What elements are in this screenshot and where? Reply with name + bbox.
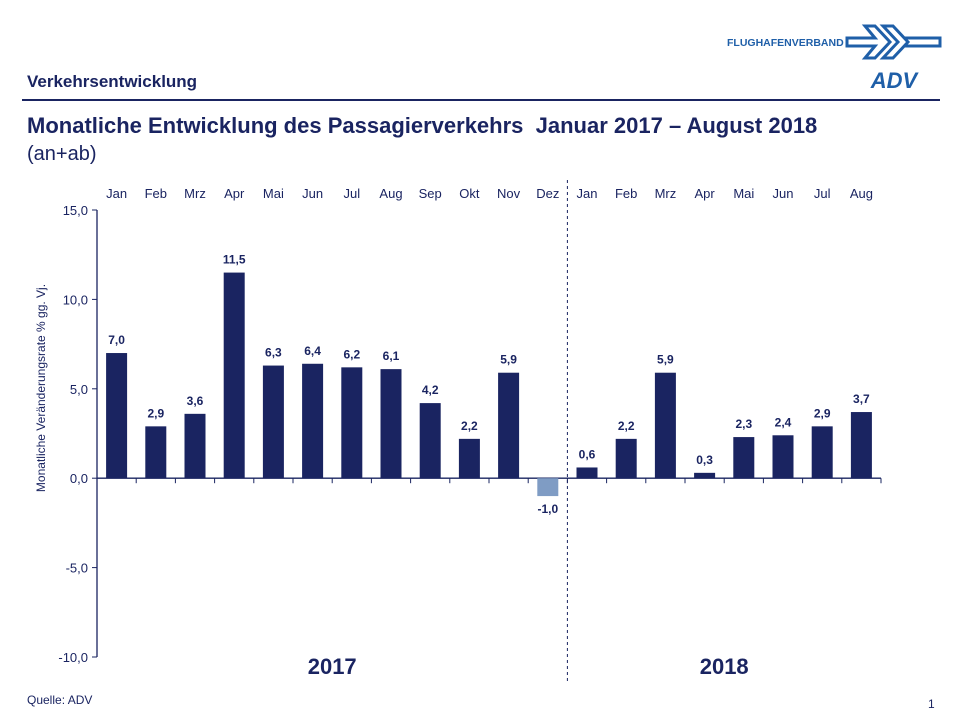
month-label: Jan	[577, 186, 598, 201]
bar	[694, 472, 716, 479]
header-divider	[22, 99, 940, 101]
data-label: 0,3	[696, 453, 713, 467]
data-label: 11,5	[223, 253, 246, 267]
month-label: Okt	[459, 186, 480, 201]
bar	[419, 403, 441, 479]
data-label: 3,6	[187, 394, 204, 408]
y-tick-label: 10,0	[63, 292, 88, 307]
bar	[184, 413, 206, 479]
logo-mark: ADV	[870, 68, 920, 90]
section-title: Verkehrsentwicklung	[27, 72, 198, 91]
y-tick-label: 15,0	[63, 203, 88, 218]
y-tick-label: 5,0	[70, 382, 88, 397]
data-label: 2,9	[147, 406, 164, 420]
bar	[458, 438, 480, 479]
data-label: 4,2	[422, 383, 439, 397]
adv-logo-icon: ADV	[845, 24, 942, 90]
bar	[537, 478, 559, 497]
data-label: 5,9	[500, 353, 517, 367]
bar	[262, 365, 284, 479]
y-axis-label: Monatliche Veränderungsrate % gg. Vj.	[34, 284, 48, 492]
month-label: Apr	[694, 186, 715, 201]
bar	[615, 438, 637, 479]
month-label: Jan	[106, 186, 127, 201]
data-label: 0,6	[579, 447, 596, 461]
month-label: Sep	[419, 186, 442, 201]
page-subtitle: (an+ab)	[27, 143, 97, 165]
bar	[772, 435, 794, 479]
bar	[380, 369, 402, 479]
month-label: Feb	[145, 186, 167, 201]
page-number: 1	[928, 697, 935, 711]
data-label: 6,1	[383, 349, 400, 363]
month-label: Jun	[773, 186, 794, 201]
month-label: Mai	[263, 186, 284, 201]
data-label: 2,2	[618, 419, 635, 433]
month-label: Aug	[850, 186, 873, 201]
month-label: Jul	[343, 186, 360, 201]
data-label: -1,0	[537, 502, 558, 516]
page-title: Monatliche Entwicklung des Passagierverk…	[27, 113, 818, 138]
data-label: 6,2	[343, 347, 360, 361]
month-label: Mrz	[184, 186, 206, 201]
data-label: 7,0	[108, 333, 125, 347]
data-label: 3,7	[853, 392, 870, 406]
month-label: Jun	[302, 186, 323, 201]
data-label: 2,9	[814, 406, 831, 420]
year-label: 2017	[308, 654, 357, 679]
bar	[733, 437, 755, 479]
bar	[302, 363, 324, 479]
month-label: Jul	[814, 186, 831, 201]
year-label: 2018	[700, 654, 749, 679]
y-tick-label: -10,0	[58, 650, 88, 665]
source-note: Quelle: ADV	[27, 693, 93, 707]
bar	[654, 372, 676, 479]
month-label: Nov	[497, 186, 521, 201]
data-label: 6,3	[265, 346, 282, 360]
y-tick-label: 0,0	[70, 471, 88, 486]
month-label: Aug	[379, 186, 402, 201]
logo-text: FLUGHAFENVERBAND	[727, 37, 844, 49]
data-label: 2,2	[461, 419, 478, 433]
data-label: 6,4	[304, 344, 321, 358]
bar	[145, 426, 167, 479]
bar	[106, 353, 128, 479]
month-label: Feb	[615, 186, 637, 201]
bar	[498, 372, 520, 479]
bar	[223, 272, 245, 479]
bar	[811, 426, 833, 479]
bar	[576, 467, 598, 479]
month-label: Mai	[733, 186, 754, 201]
month-label: Mrz	[655, 186, 677, 201]
data-label: 2,3	[735, 417, 752, 431]
y-tick-label: -5,0	[66, 561, 88, 576]
data-label: 5,9	[657, 353, 674, 367]
bar	[341, 367, 363, 479]
data-label: 2,4	[775, 415, 792, 429]
bar	[850, 412, 872, 479]
month-label: Dez	[536, 186, 559, 201]
month-label: Apr	[224, 186, 245, 201]
